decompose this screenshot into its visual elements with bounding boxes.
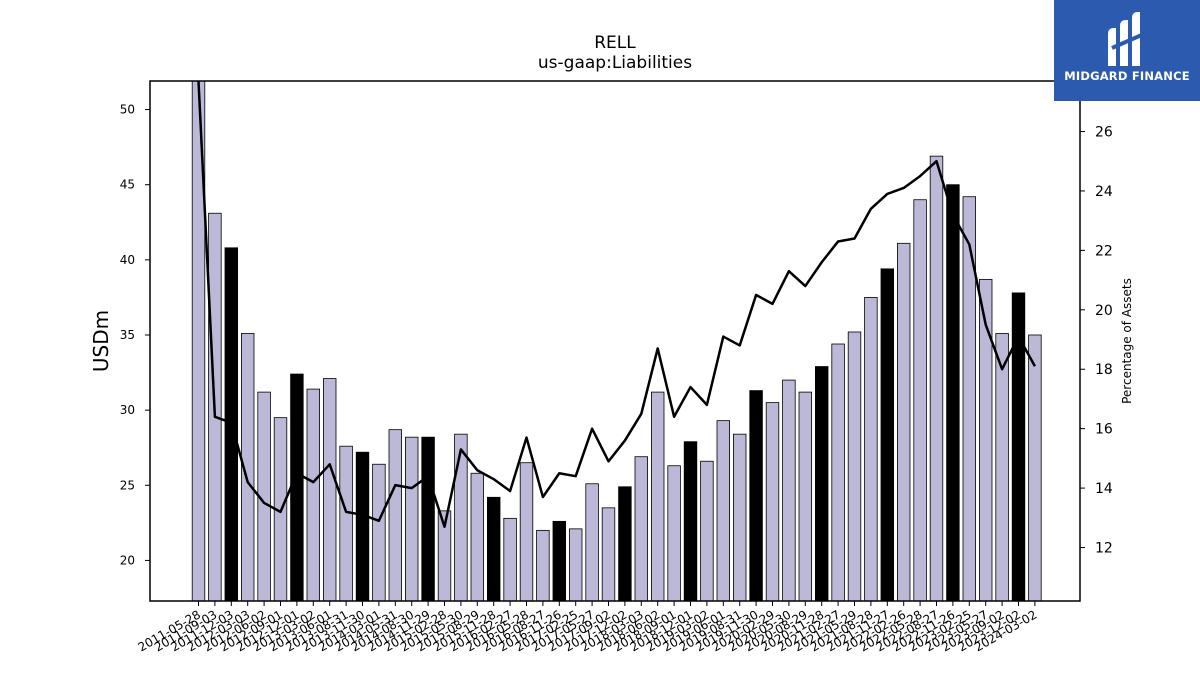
bar-2014-11-29 [421,436,435,602]
y-tick-label: 35 [120,328,135,342]
bar-2017-09-02 [601,507,616,602]
bar-2019-08-31 [733,433,747,602]
bar-2014-08-30 [404,436,419,602]
y-tick-label: 45 [120,178,135,192]
y2-tick-label: 12 [1095,541,1113,557]
bar-2018-09-01 [667,465,681,602]
bar-2020-08-29 [798,391,813,602]
bar-2024-03-02 [1028,334,1042,602]
x-axis: 2011-05-282011-09-032011-12-032012-03-03… [136,601,1039,654]
bar-2016-05-28 [519,462,534,602]
y-tick-label: 40 [120,253,135,267]
bar-2017-05-27 [585,483,599,602]
bar-2022-05-28 [913,199,927,602]
bar-2023-02-25 [962,196,977,602]
bar-2017-02-25 [569,528,583,602]
chart-title: RELL [594,33,636,53]
bar-2021-05-29 [847,331,862,602]
y2-tick-label: 22 [1095,243,1113,259]
series-line-percentage [197,80,1036,528]
bar-2022-11-26 [946,184,960,602]
bar-2018-06-02 [651,391,665,602]
y2-axis-label: Percentage of Assets [1120,278,1134,404]
logo-mark-icon [1108,12,1145,66]
bar-2019-03-02 [700,460,714,602]
bar-2023-09-02 [995,333,1009,602]
plot-frame [149,80,1081,602]
bar-2014-05-31 [388,429,403,602]
bar-2022-02-26 [897,242,911,602]
bar-2017-12-02 [618,486,632,602]
bars [191,80,1042,602]
bar-2021-11-27 [880,268,895,602]
bar-2013-08-31 [339,445,353,602]
bar-2021-08-28 [864,297,878,602]
y2-tick-label: 18 [1095,362,1113,378]
bar-2013-11-30 [355,451,370,602]
bar-2020-02-29 [765,402,780,602]
bar-2019-11-30 [749,390,763,602]
bar-2013-03-02 [306,388,321,602]
bar-2018-12-01 [683,441,698,602]
bar-2013-06-01 [322,378,337,602]
y-tick-label: 50 [120,103,135,117]
bar-2012-12-01 [290,373,304,602]
y2-tick-label: 24 [1095,184,1113,200]
y2-tick-label: 26 [1095,125,1113,141]
y-tick-label: 20 [120,553,135,567]
y-axis-label: USDm [89,310,113,372]
bar-2019-06-01 [716,420,731,602]
y-axis-right: 12 14 16 18 20 22 24 26 [1080,125,1113,557]
bar-2020-05-30 [782,379,796,602]
y-tick-label: 30 [120,403,135,417]
bar-2016-08-27 [536,529,550,602]
bar-2016-11-26 [552,520,567,602]
y2-tick-label: 16 [1095,422,1113,438]
y-axis-left: 20 25 30 35 40 45 50 [120,103,150,567]
y2-tick-label: 20 [1095,303,1113,319]
y-tick-label: 25 [120,478,135,492]
bar-2014-03-01 [372,463,386,602]
bar-2021-02-27 [831,343,845,602]
chart-subtitle: us-gaap:Liabilities [538,53,692,73]
bar-2022-08-27 [929,155,944,602]
bar-2020-11-28 [815,366,829,602]
bar-2015-08-29 [470,472,485,602]
bar-2015-11-28 [486,496,501,602]
bar-2015-05-30 [454,433,468,602]
bar-2018-03-03 [634,456,649,602]
brand-name: MIDGARD FINANCE [1064,69,1190,83]
brand-logo: MIDGARD FINANCE [1054,0,1200,101]
y2-tick-label: 14 [1095,481,1113,497]
bar-2016-02-27 [503,517,517,602]
